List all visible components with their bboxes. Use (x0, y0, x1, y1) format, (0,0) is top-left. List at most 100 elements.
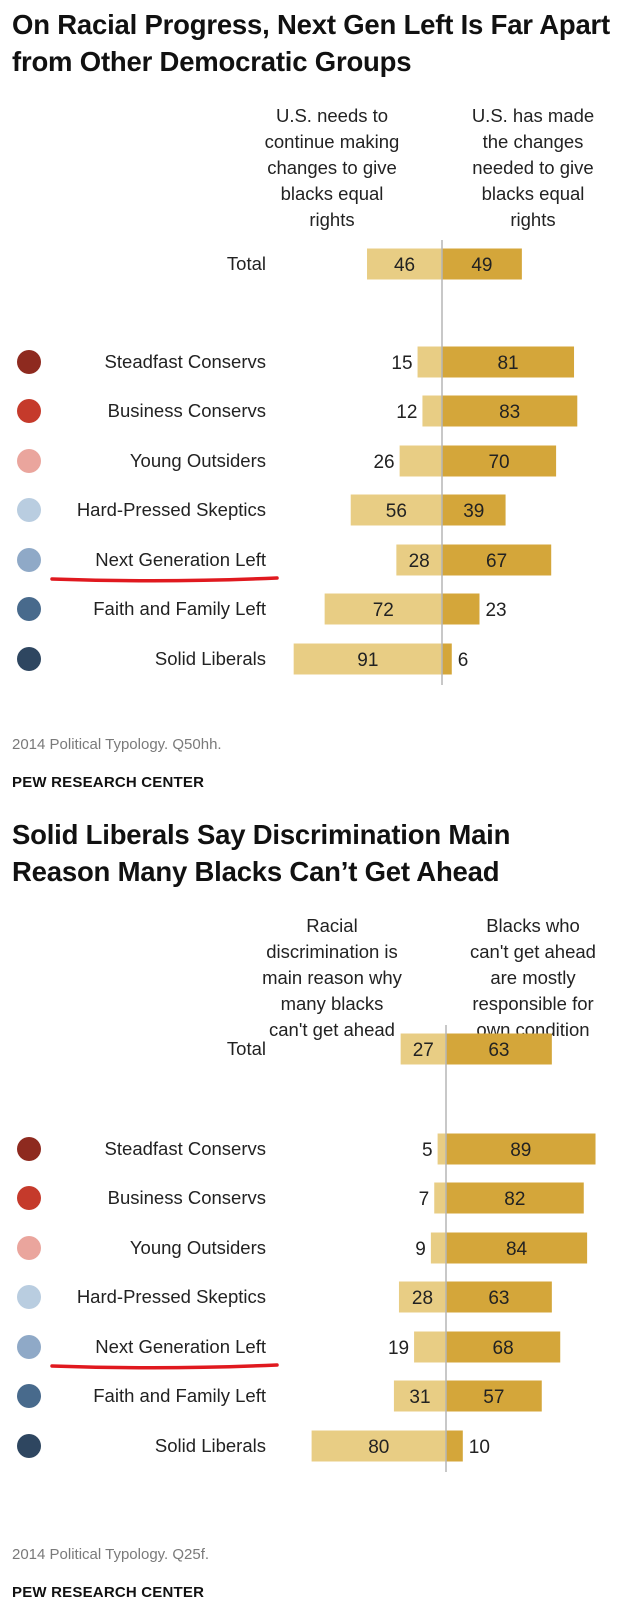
diverging-bar-plot: 46 49 Total 15 81 Steadfast Conservs 12 83 Busin… (17, 240, 578, 685)
value-label-left: 46 (394, 255, 415, 276)
category-label: Business Conservs (108, 1187, 266, 1208)
group-marker-dot (17, 449, 41, 473)
category-label: Young Outsiders (130, 1237, 266, 1258)
value-label-left: 26 (373, 452, 394, 473)
bar-right (446, 1133, 596, 1165)
left-column-header: U.S. needs to continue making changes to… (264, 105, 400, 230)
value-label-right: 81 (497, 353, 518, 374)
group-marker-dot (17, 1186, 41, 1210)
chart-racial-progress: On Racial Progress, Next Gen Left Is Far… (12, 9, 610, 791)
value-label-left: 91 (357, 650, 378, 671)
bar-right (442, 445, 557, 477)
category-label: Business Conservs (108, 400, 266, 421)
bar-right (446, 1430, 463, 1462)
bar-right (442, 643, 452, 675)
category-label: Young Outsiders (130, 450, 266, 471)
category-label: Steadfast Conservs (105, 1138, 266, 1159)
group-marker-dot (17, 350, 41, 374)
bar-left (324, 593, 442, 625)
bar-left (422, 395, 442, 427)
category-label: Hard-Pressed Skeptics (77, 499, 266, 520)
highlight-underline (50, 576, 279, 583)
bar-left (396, 544, 442, 576)
value-label-right: 23 (485, 600, 506, 621)
group-marker-dot (17, 1236, 41, 1260)
category-label: Solid Liberals (155, 648, 266, 669)
bar-left (398, 1281, 446, 1313)
bar-right (446, 1232, 588, 1264)
value-label-left: 80 (368, 1437, 389, 1458)
source-label: PEW RESEARCH CENTER (12, 1584, 205, 1601)
group-marker-dot (17, 1335, 41, 1359)
group-marker-dot (17, 498, 41, 522)
value-label-right: 82 (504, 1189, 525, 1210)
category-label: Next Generation Left (95, 1336, 266, 1357)
group-marker-dot (17, 1384, 41, 1408)
diverging-bar-plot: 27 63 Total 5 89 Steadfast Conservs 7 82 Busines… (17, 1025, 596, 1472)
bar-left (311, 1430, 446, 1462)
value-label-left: 28 (409, 551, 430, 572)
value-label-right: 10 (469, 1437, 490, 1458)
bar-left (350, 494, 442, 526)
bar-left (414, 1331, 446, 1363)
group-marker-dot (17, 597, 41, 621)
bar-right (442, 248, 522, 280)
value-label-left: 27 (413, 1040, 434, 1061)
group-marker-dot (17, 647, 41, 671)
category-label: Faith and Family Left (93, 1385, 266, 1406)
highlight-underline (50, 1363, 279, 1370)
group-marker-dot (17, 399, 41, 423)
bar-right (446, 1033, 552, 1065)
right-column-header: U.S. has made the changes needed to give… (471, 105, 595, 230)
bar-right (442, 395, 578, 427)
value-label-left: 31 (409, 1387, 430, 1408)
value-label-right: 89 (510, 1140, 531, 1161)
bar-right (442, 494, 506, 526)
bar-right (446, 1380, 542, 1412)
right-column-header: Blacks who can't get ahead are mostly re… (470, 915, 596, 1040)
value-label-left: 72 (373, 600, 394, 621)
value-label-right: 63 (488, 1040, 509, 1061)
value-label-left: 15 (391, 353, 412, 374)
bar-left (417, 346, 442, 378)
value-label-right: 57 (483, 1387, 504, 1408)
category-label: Steadfast Conservs (105, 351, 266, 372)
group-marker-dot (17, 548, 41, 572)
category-label: Next Generation Left (95, 549, 266, 570)
value-label-left: 56 (386, 501, 407, 522)
value-label-left: 9 (415, 1239, 426, 1260)
value-label-left: 5 (422, 1140, 433, 1161)
bar-right (446, 1331, 561, 1363)
bar-left (293, 643, 442, 675)
bar-left (367, 248, 442, 280)
value-label-right: 49 (471, 255, 492, 276)
bar-right (446, 1281, 552, 1313)
bar-right (442, 544, 552, 576)
bar-left (437, 1133, 446, 1165)
chart-title: Solid Liberals Say Discrimination Main R… (12, 819, 511, 887)
value-label-right: 84 (506, 1239, 528, 1260)
chart-note: 2014 Political Typology. Q50hh. (12, 736, 222, 753)
value-label-left: 12 (396, 402, 417, 423)
bar-left (393, 1380, 446, 1412)
value-label-left: 28 (412, 1288, 433, 1309)
bar-right (442, 346, 575, 378)
left-column-header: Racial discrimination is main reason why… (262, 915, 402, 1040)
value-label-left: 19 (388, 1338, 409, 1359)
category-label: Solid Liberals (155, 1435, 266, 1456)
group-marker-dot (17, 1285, 41, 1309)
bar-right (442, 593, 480, 625)
value-label-right: 67 (486, 551, 507, 572)
group-marker-dot (17, 1434, 41, 1458)
bar-left (434, 1182, 446, 1214)
category-label: Faith and Family Left (93, 598, 266, 619)
value-label-right: 70 (488, 452, 509, 473)
value-label-right: 6 (458, 650, 469, 671)
bar-left (400, 1033, 446, 1065)
value-label-right: 83 (499, 402, 520, 423)
chart-note: 2014 Political Typology. Q25f. (12, 1546, 210, 1563)
category-label: Total (227, 253, 266, 274)
category-label: Hard-Pressed Skeptics (77, 1286, 266, 1307)
value-label-left: 7 (419, 1189, 430, 1210)
chart-discrimination: Solid Liberals Say Discrimination Main R… (0, 810, 626, 1620)
